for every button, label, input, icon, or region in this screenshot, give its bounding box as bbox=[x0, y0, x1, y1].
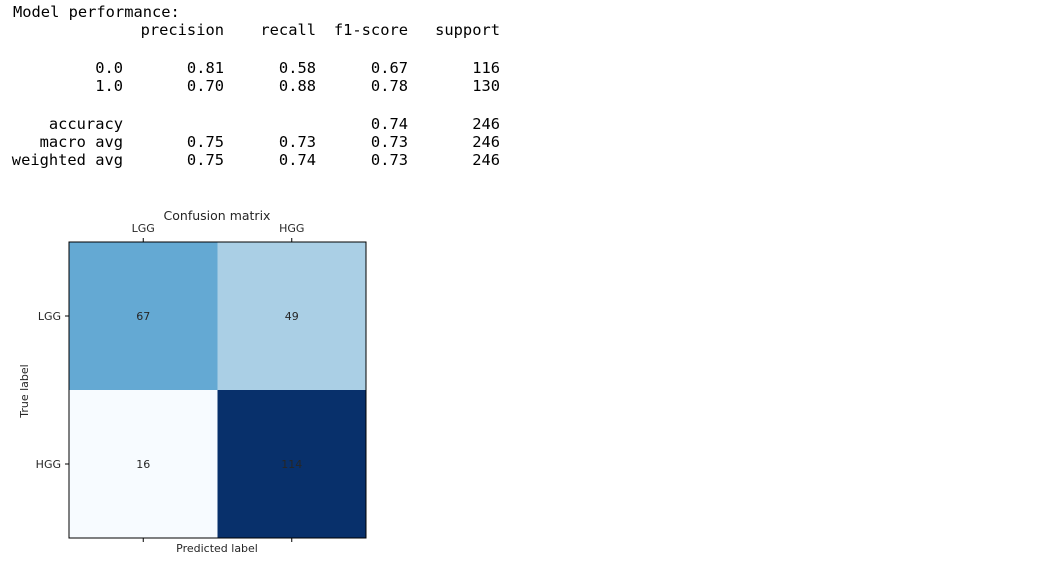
cell-recall: 0.74 bbox=[278, 151, 316, 169]
x-axis-label: Predicted label bbox=[176, 542, 258, 555]
cell-f1-score: 0.67 bbox=[370, 59, 408, 77]
cell-precision: 0.75 bbox=[186, 151, 224, 169]
y-tick-label: LGG bbox=[38, 310, 61, 323]
column-header-precision: precision bbox=[140, 21, 224, 39]
report-heading: Model performance: bbox=[13, 3, 180, 21]
row-label-class-0: 0.0 bbox=[95, 59, 123, 77]
cell-support: 246 bbox=[472, 115, 500, 133]
heatmap-cell bbox=[69, 242, 218, 390]
cell-f1-score: 0.78 bbox=[370, 77, 408, 95]
y-axis-label: True label bbox=[18, 364, 31, 418]
cell-value-label: 67 bbox=[136, 310, 150, 323]
cell-f1-score: 0.73 bbox=[370, 151, 408, 169]
row-label-weighted-avg: weighted avg bbox=[11, 151, 123, 169]
cell-value-label: 16 bbox=[136, 458, 150, 471]
row-label-macro-avg: macro avg bbox=[39, 133, 123, 151]
cell-recall: 0.73 bbox=[278, 133, 316, 151]
cell-f1-score: 0.74 bbox=[370, 115, 408, 133]
cell-value-label: 114 bbox=[281, 458, 302, 471]
x-tick-label: HGG bbox=[279, 222, 304, 235]
cell-recall: 0.88 bbox=[278, 77, 316, 95]
cell-value-label: 49 bbox=[285, 310, 299, 323]
row-label-accuracy: accuracy bbox=[48, 115, 123, 133]
cell-support: 246 bbox=[472, 133, 500, 151]
cell-support: 130 bbox=[472, 77, 500, 95]
cell-recall: 0.58 bbox=[278, 59, 316, 77]
column-header-f1-score: f1-score bbox=[333, 21, 408, 39]
cell-f1-score: 0.73 bbox=[370, 133, 408, 151]
y-tick-label: HGG bbox=[36, 458, 61, 471]
heatmap-cell bbox=[69, 390, 218, 538]
cell-support: 246 bbox=[472, 151, 500, 169]
column-header-support: support bbox=[435, 21, 500, 39]
cell-precision: 0.70 bbox=[186, 77, 224, 95]
chart-title: Confusion matrix bbox=[164, 208, 271, 223]
heatmap-cell bbox=[217, 390, 366, 538]
confusion-matrix-chart: Confusion matrix Predicted label True la… bbox=[18, 208, 367, 555]
x-tick-label: LGG bbox=[132, 222, 155, 235]
row-label-class-1: 1.0 bbox=[95, 77, 123, 95]
heatmap-cell bbox=[217, 242, 366, 390]
cell-support: 116 bbox=[472, 59, 500, 77]
cell-precision: 0.81 bbox=[186, 59, 224, 77]
plot-frame bbox=[68, 241, 367, 539]
cell-precision: 0.75 bbox=[186, 133, 224, 151]
column-header-recall: recall bbox=[260, 21, 316, 39]
